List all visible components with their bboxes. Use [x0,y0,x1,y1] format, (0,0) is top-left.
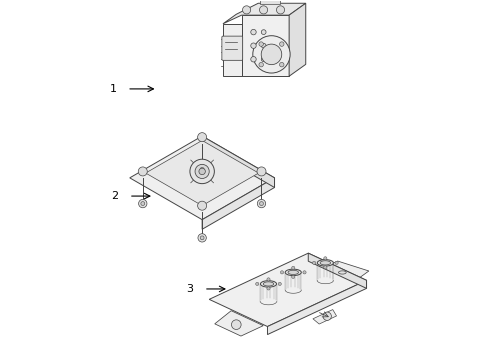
Ellipse shape [339,271,346,274]
Circle shape [261,57,266,62]
Circle shape [324,257,327,260]
Circle shape [261,43,266,48]
Text: 2: 2 [111,191,118,201]
Circle shape [280,271,284,274]
Polygon shape [289,3,306,76]
Circle shape [259,62,264,67]
Polygon shape [313,310,337,324]
Circle shape [243,6,251,14]
Polygon shape [209,253,367,327]
Circle shape [197,132,207,141]
Circle shape [253,36,290,73]
Circle shape [251,30,256,35]
Circle shape [251,57,256,62]
Polygon shape [202,136,274,188]
Circle shape [313,261,316,265]
Circle shape [276,6,285,14]
Circle shape [251,43,256,48]
Polygon shape [261,281,276,287]
Polygon shape [268,280,367,334]
Polygon shape [242,15,289,76]
Circle shape [198,234,206,242]
Circle shape [138,167,147,176]
Circle shape [335,261,338,265]
Polygon shape [173,184,249,201]
FancyBboxPatch shape [222,36,243,60]
Circle shape [139,199,147,208]
Polygon shape [285,269,301,275]
Circle shape [260,202,264,206]
Circle shape [303,271,306,274]
Circle shape [261,30,266,35]
Circle shape [257,167,266,176]
Circle shape [195,165,209,179]
Circle shape [257,199,266,208]
Circle shape [199,168,205,175]
Circle shape [279,42,284,46]
Circle shape [259,42,264,46]
Circle shape [261,44,282,65]
Polygon shape [202,178,274,229]
Circle shape [279,62,284,67]
Polygon shape [263,282,274,286]
Circle shape [200,167,204,171]
Polygon shape [308,253,367,288]
Polygon shape [223,24,242,76]
Circle shape [267,287,270,290]
Circle shape [292,266,295,270]
Text: 1: 1 [109,84,117,94]
Circle shape [292,275,295,279]
Circle shape [198,165,206,174]
Circle shape [324,266,327,269]
Circle shape [200,236,204,240]
Circle shape [323,312,331,320]
Circle shape [278,282,281,285]
Circle shape [231,320,241,329]
Polygon shape [223,3,306,24]
Circle shape [267,278,270,281]
Circle shape [256,282,259,285]
Polygon shape [146,140,259,206]
Circle shape [197,201,207,210]
Polygon shape [260,0,280,4]
Circle shape [190,159,214,184]
Text: 3: 3 [186,284,193,294]
Polygon shape [318,260,333,266]
Circle shape [141,202,145,206]
Polygon shape [288,270,298,274]
Polygon shape [130,136,274,220]
Circle shape [260,6,268,14]
Polygon shape [316,261,369,287]
Polygon shape [215,311,263,336]
Polygon shape [320,261,331,265]
